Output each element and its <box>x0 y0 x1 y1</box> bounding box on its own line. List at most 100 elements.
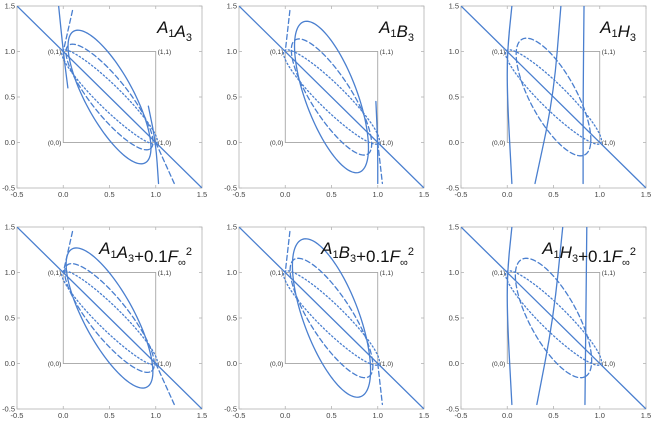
series-solid-ellipse <box>291 238 372 398</box>
series-dotted-ellipse <box>61 270 158 366</box>
x-tick-label: 0.5 <box>326 411 336 420</box>
series-dashed-curve <box>155 362 175 406</box>
panel-6: -0.5 0.0 0.5 1.0 1.5 -0.5 0.0 0.5 1.0 1.5 (0,0) (1,… <box>446 223 651 420</box>
corner-label: (0,0) <box>270 140 283 147</box>
panel-title: A1H3 <box>599 18 636 44</box>
series-solid-curve <box>536 227 564 406</box>
x-tick-label: 0.0 <box>502 411 512 420</box>
series-dotted-ellipse <box>504 270 603 366</box>
corner-label: (0,1) <box>48 49 61 56</box>
series-solid-line <box>239 6 424 188</box>
series-dashed-ellipse <box>515 37 592 157</box>
y-tick-label: 0.0 <box>449 138 459 147</box>
series-group <box>17 227 202 409</box>
y-tick-label: -0.5 <box>446 184 459 193</box>
series-dashed-curve <box>62 230 74 274</box>
series-dashed-curve <box>62 9 74 53</box>
series-solid-curve <box>147 105 160 185</box>
corner-label: (1,0) <box>380 361 393 368</box>
x-tick-label: 1.5 <box>197 411 207 420</box>
y-tick-label: -0.5 <box>2 405 15 414</box>
corner-label: (0,1) <box>270 49 283 56</box>
x-tick-label: -0.5 <box>455 190 468 199</box>
x-tick-label: 0.5 <box>104 190 114 199</box>
x-tick-label: 0.5 <box>326 190 336 199</box>
y-tick-label: -0.5 <box>2 184 15 193</box>
x-tick-label: 0.0 <box>280 411 290 420</box>
x-tick-label: 1.0 <box>595 411 605 420</box>
x-tick-label: 0.5 <box>548 190 558 199</box>
x-tick-label: 0.0 <box>58 411 68 420</box>
panel-2: -0.5 0.0 0.5 1.0 1.5 -0.5 0.0 0.5 1.0 1.5 (0,0) (1,… <box>224 2 429 199</box>
x-tick-label: 1.0 <box>151 411 161 420</box>
x-tick-label: 0.5 <box>104 411 114 420</box>
x-tick-label: -0.5 <box>233 411 246 420</box>
series-solid-line <box>461 227 646 409</box>
series-dotted-ellipse <box>61 49 158 145</box>
y-tick-label: 0.5 <box>5 93 15 102</box>
series-solid-line <box>17 227 202 409</box>
series-solid-curve <box>534 6 562 185</box>
series-dotted-ellipse <box>504 49 603 145</box>
corner-label: (0,1) <box>48 270 61 277</box>
y-tick-label: 0.0 <box>227 138 237 147</box>
y-tick-label: 1.5 <box>5 2 15 11</box>
panel-title: A1A3+0.1F∞2 <box>98 239 192 269</box>
x-tick-label: 1.0 <box>595 190 605 199</box>
corner-label: (0,1) <box>492 49 505 56</box>
y-tick-label: 1.5 <box>5 223 15 232</box>
x-tick-label: 0.0 <box>58 190 68 199</box>
x-tick-label: 1.0 <box>151 190 161 199</box>
series-dashed-ellipse <box>65 43 154 151</box>
y-tick-label: 0.0 <box>5 138 15 147</box>
corner-label: (0,0) <box>492 361 505 368</box>
y-tick-label: -0.5 <box>224 405 237 414</box>
series-dashed-ellipse <box>64 262 155 374</box>
corner-label: (1,0) <box>602 140 615 147</box>
series-solid-curve <box>584 227 588 406</box>
y-tick-label: 1.5 <box>227 2 237 11</box>
panel-1: -0.5 0.0 0.5 1.0 1.5 -0.5 0.0 0.5 1.0 1.5 (0,0) (1,… <box>2 2 207 199</box>
x-tick-label: -0.5 <box>233 190 246 199</box>
y-tick-label: 1.5 <box>449 223 459 232</box>
y-tick-label: 0.5 <box>227 93 237 102</box>
corner-label: (1,0) <box>380 140 393 147</box>
y-tick-label: 0.5 <box>227 314 237 323</box>
y-tick-label: 1.0 <box>227 268 237 277</box>
series-solid-line <box>461 6 646 188</box>
series-solid-curve <box>506 6 513 185</box>
x-tick-label: -0.5 <box>11 411 24 420</box>
y-tick-label: 1.0 <box>5 47 15 56</box>
series-dotted-ellipse <box>282 49 381 145</box>
series-solid-line <box>17 6 202 188</box>
corner-label: (1,1) <box>602 49 615 56</box>
x-tick-label: -0.5 <box>11 190 24 199</box>
y-tick-label: 1.5 <box>449 2 459 11</box>
series-group <box>461 227 646 409</box>
panel-title: A1H3+0.1F∞2 <box>541 239 636 269</box>
corner-label: (0,1) <box>270 270 283 277</box>
y-tick-label: 1.0 <box>227 47 237 56</box>
corner-label: (0,1) <box>492 270 505 277</box>
corner-label: (0,0) <box>492 140 505 147</box>
corner-label: (0,0) <box>270 361 283 368</box>
y-tick-label: 0.5 <box>5 314 15 323</box>
series-solid-ellipse <box>293 20 370 174</box>
y-tick-label: 1.0 <box>449 268 459 277</box>
series-dashed-curve <box>377 362 384 406</box>
y-tick-label: 0.0 <box>449 359 459 368</box>
x-tick-label: 1.5 <box>197 190 207 199</box>
corner-label: (1,0) <box>602 361 615 368</box>
x-tick-label: 0.5 <box>548 411 558 420</box>
series-dotted-ellipse <box>282 270 381 366</box>
series-group <box>461 6 646 188</box>
series-dashed-curve <box>377 141 384 185</box>
series-dashed-curve <box>155 141 175 185</box>
series-dashed-curve <box>284 9 291 53</box>
y-tick-label: 0.0 <box>227 359 237 368</box>
panel-title: A1B3 <box>378 18 414 44</box>
series-dashed-ellipse <box>290 38 373 156</box>
x-tick-label: 1.5 <box>419 411 429 420</box>
